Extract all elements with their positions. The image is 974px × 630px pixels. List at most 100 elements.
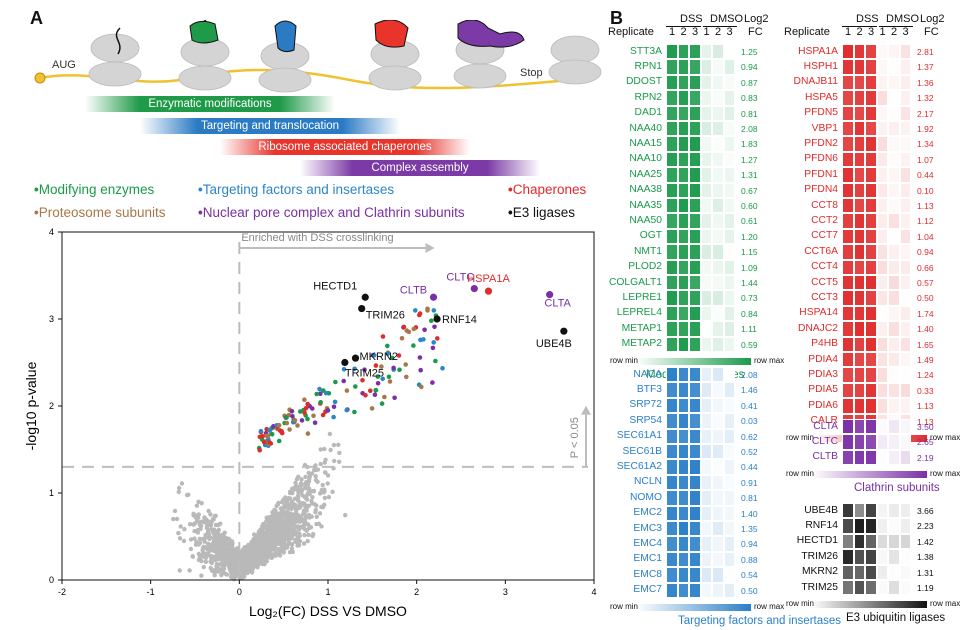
heatmap-cell (888, 321, 900, 337)
red-nascent-chain (374, 20, 409, 48)
heatmap-cell (700, 397, 712, 414)
heatmap-cell (723, 74, 735, 91)
heatmap-cell (853, 580, 865, 596)
legend-chaperones: •Chaperones (508, 182, 587, 197)
heatmap-cell (723, 213, 735, 229)
heatmap-cell (899, 90, 911, 106)
heatmap-cell (723, 275, 735, 291)
bar-chaperones: Ribosome associated chaperones (220, 139, 470, 155)
heatmap-cell (700, 44, 712, 60)
replicate-number: 1 (879, 26, 886, 38)
heatmap-cell (666, 305, 678, 322)
heatmap-cell (689, 151, 701, 168)
heatmap-cell (723, 490, 735, 506)
bg-point (208, 512, 213, 517)
heatmap-cell (677, 382, 689, 398)
heatmap-cell (888, 449, 900, 466)
heatmap-cell (700, 551, 712, 568)
gene-label: PDIA3 (808, 368, 838, 380)
fc-value: 1.09 (741, 262, 758, 273)
heatmap-cell (689, 121, 701, 137)
bar-targeting: Targeting and translocation (140, 118, 400, 134)
replicate-header: Replicate (608, 26, 654, 38)
heatmap-cell (712, 182, 724, 198)
heatmap-cell (865, 533, 877, 550)
fc-value: 3.66 (917, 506, 934, 516)
row-max-label: row max (930, 599, 961, 609)
heatmap-cell (712, 228, 724, 245)
heatmap-cell (677, 136, 689, 152)
heatmap-cell (689, 244, 701, 260)
heatmap-cell (888, 151, 900, 168)
gene-label: LEPREL4 (616, 307, 662, 319)
fc-value: 0.81 (741, 108, 758, 119)
heatmap-cell (899, 244, 911, 260)
heatmap-cell (865, 564, 877, 580)
bg-point (174, 516, 180, 522)
heatmap-cell (853, 367, 865, 383)
heatmap-cell (677, 397, 689, 414)
heatmap-cell (700, 505, 712, 521)
gene-label: CCT5 (811, 276, 838, 288)
heatmap-cell (842, 290, 854, 306)
gene-label: MKRN2 (801, 566, 838, 578)
gene-label: PDIA5 (808, 384, 838, 396)
fc-value: 2.23 (917, 521, 934, 532)
fc-value: 1.36 (917, 77, 934, 88)
bg-point (337, 459, 342, 464)
replicate-number: 3 (726, 26, 733, 38)
fc-value: 1.38 (917, 552, 934, 563)
gene-label: VBP1 (811, 122, 838, 134)
heatmap-cell (853, 228, 865, 245)
heatmap-cell (865, 549, 877, 565)
bg-point (194, 503, 200, 508)
heatmap-cell (876, 382, 888, 399)
fc-value: 0.57 (917, 278, 934, 288)
gene-label: STT3A (629, 45, 662, 57)
fc-value: 2.08 (741, 124, 758, 134)
bg-point (193, 542, 199, 547)
bg-point (204, 524, 210, 529)
heatmap-cell (689, 74, 701, 91)
gene-label: NAA40 (629, 122, 662, 134)
heatmap-cell (876, 352, 888, 368)
heatmap-cell (700, 567, 712, 583)
bg-point (177, 536, 183, 541)
row-min-label: row min (786, 433, 815, 442)
heatmap-cell (700, 213, 712, 229)
heatmap-cell (853, 434, 865, 450)
bg-point (201, 564, 206, 570)
heatmap-cell (677, 44, 689, 60)
fc-value: 0.59 (741, 339, 758, 350)
gene-label: PFDN1 (804, 168, 838, 180)
fc-value: 2.81 (917, 47, 934, 57)
bg-point (313, 507, 319, 512)
heatmap-cell (853, 549, 865, 565)
heatmap-cell (689, 505, 701, 521)
heatmap-cell (723, 105, 735, 121)
heatmap-cell (865, 367, 877, 383)
heatmap-cell (677, 105, 689, 121)
heatmap-cell (842, 90, 854, 106)
heatmap-cell (689, 198, 701, 214)
gene-label: DNAJC2 (797, 322, 838, 334)
heatmap-cell (876, 549, 888, 565)
heatmap-cell (876, 121, 888, 137)
heatmap-cell (853, 167, 865, 183)
fc-value: 2.17 (917, 108, 934, 119)
heatmap-cell (689, 428, 701, 444)
heatmap-cell (666, 90, 678, 106)
scale-bar (812, 601, 927, 609)
heatmap-cell (899, 518, 911, 534)
heatmap-cell (842, 367, 854, 383)
bg-point (320, 482, 325, 488)
fc-value: 0.54 (741, 570, 758, 581)
heatmap-cell (853, 90, 865, 106)
row-min-label: row min (610, 356, 639, 365)
heatmap-cell (712, 213, 724, 229)
bg-point (188, 537, 194, 542)
heatmap-cell (723, 413, 735, 429)
gene-label: CLTA (813, 420, 838, 432)
heatmap-cell (712, 259, 724, 275)
